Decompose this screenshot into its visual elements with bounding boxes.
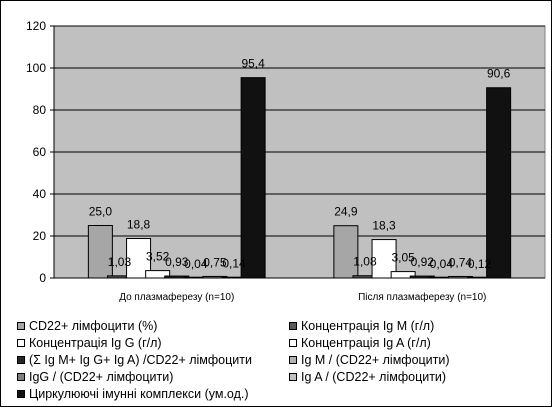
legend-swatch [289, 373, 297, 381]
data-label: 18,3 [372, 219, 396, 233]
bar [240, 77, 266, 279]
y-tick-label: 120 [26, 19, 46, 33]
y-tick-label: 80 [33, 103, 47, 117]
data-label: 0,04 [430, 257, 454, 271]
bar [87, 225, 113, 279]
legend-item: IgG / (CD22+ лімфоцити) [17, 370, 173, 384]
bar [486, 87, 512, 279]
bar [145, 270, 171, 279]
legend-label: IgG / (CD22+ лімфоцити) [29, 370, 174, 384]
bar [390, 271, 416, 279]
legend-item: CD22+ лімфоцити (%) [17, 319, 157, 333]
legend-item: Ig A / (CD22+ лімфоцити) [289, 370, 446, 384]
legend-label: (Σ Ig M+ Ig G+ Ig A) /CD22+ лімфоцити [29, 353, 252, 367]
legend-label: Ig A / (CD22+ лімфоцити) [301, 370, 447, 384]
data-label: 95,4 [241, 57, 265, 71]
legend-label: Концентрація Ig A (г/л) [301, 336, 431, 350]
legend-swatch [17, 390, 25, 398]
data-label: 24,9 [334, 205, 358, 219]
data-label: 0,12 [468, 257, 492, 271]
data-label: 1,08 [353, 255, 377, 269]
legend-label: Концентрація Ig G (г/л) [29, 336, 162, 350]
data-label: 18,8 [127, 218, 151, 232]
y-tick-label: 40 [33, 187, 47, 201]
data-label: 3,52 [146, 250, 170, 264]
data-label: 90,6 [487, 67, 511, 81]
y-tick-label: 100 [26, 61, 46, 75]
legend-swatch [289, 339, 297, 347]
data-label: 0,75 [203, 255, 227, 269]
data-label: 1,03 [108, 255, 132, 269]
legend-label: Концентрація Ig M (г/л) [301, 319, 435, 333]
legend-swatch [17, 373, 25, 381]
data-label: 0,14 [222, 257, 246, 271]
legend-item: Концентрація Ig G (г/л) [17, 336, 162, 350]
legend-item: Ig M / (CD22+ лімфоцити) [289, 353, 450, 367]
data-label: 0,04 [184, 257, 208, 271]
category-label: Після плазмаферезу (n=10) [358, 291, 486, 303]
data-label: 25,0 [89, 205, 113, 219]
legend-label: Ig M / (CD22+ лімфоцити) [301, 353, 450, 367]
data-label: 0,74 [449, 255, 473, 269]
data-label: 0,92 [411, 255, 435, 269]
legend-item: Концентрація Ig M (г/л) [289, 319, 434, 333]
x-axis-categories: До плазмаферезу (n=10) Після плазмаферезу… [119, 291, 486, 303]
legend-label: CD22+ лімфоцити (%) [29, 319, 158, 333]
data-labels: 25,01,0318,83,520,930,040,750,1495,424,9… [89, 57, 511, 271]
legend-swatch [17, 339, 25, 347]
legend-item: Концентрація Ig A (г/л) [289, 336, 431, 350]
y-tick-label: 60 [33, 145, 47, 159]
legend-item: (Σ Ig M+ Ig G+ Ig A) /CD22+ лімфоцити [17, 353, 252, 367]
legend-swatch [289, 356, 297, 364]
legend-label: Циркулюючі імунні комплекси (ум.од.) [29, 387, 249, 401]
y-axis-ticks: 0 20 40 60 80 100 120 [26, 19, 55, 285]
y-tick-label: 20 [33, 229, 47, 243]
y-tick-label: 0 [39, 271, 46, 285]
data-label: 0,93 [165, 255, 189, 269]
data-label: 3,05 [391, 251, 415, 265]
category-label: До плазмаферезу (n=10) [119, 291, 234, 303]
legend-swatch [17, 322, 25, 330]
legend-item: Циркулюючі імунні комплекси (ум.од.) [17, 387, 249, 401]
legend-swatch [289, 322, 297, 330]
bar [333, 225, 359, 279]
legend-swatch [17, 356, 25, 364]
bars [87, 77, 512, 279]
